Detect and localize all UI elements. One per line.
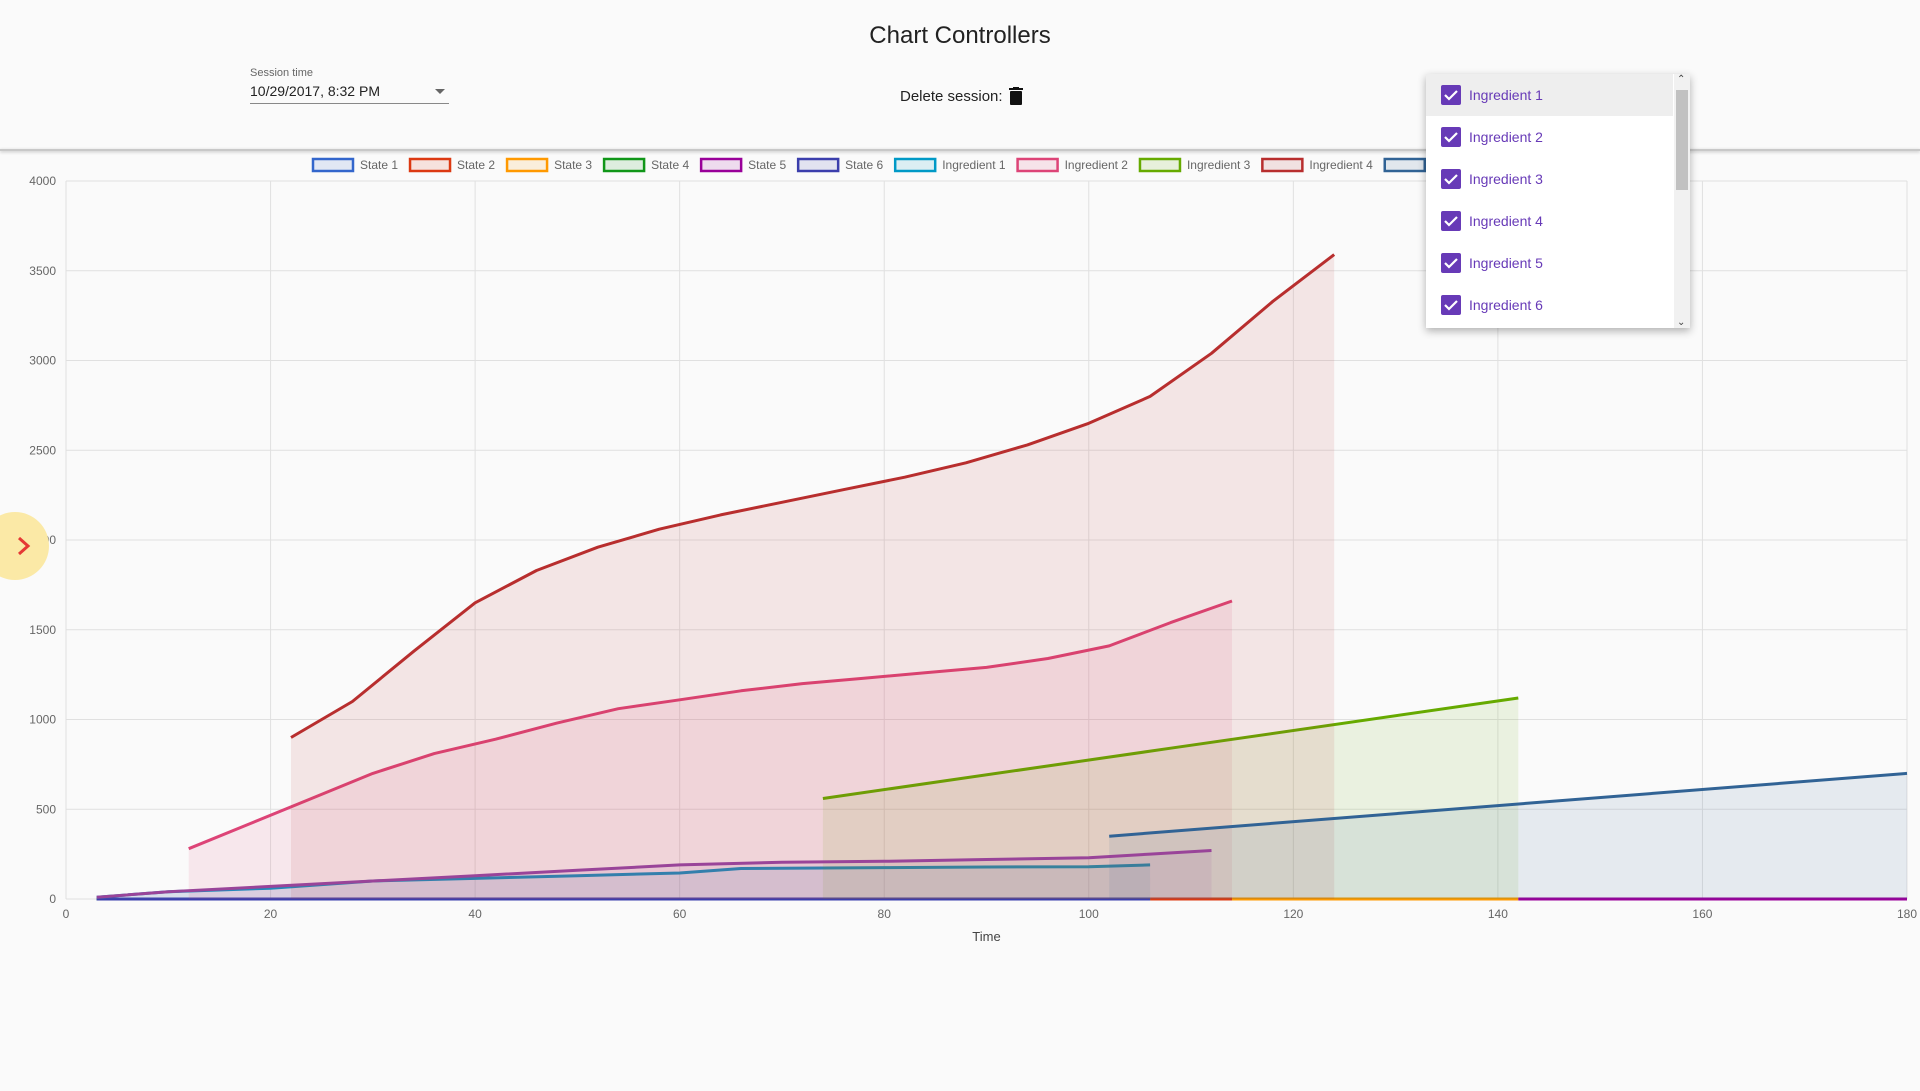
legend-label: State 3: [554, 158, 592, 172]
area: [291, 254, 1335, 900]
series-line: [822, 696, 1519, 800]
checkbox[interactable]: [1441, 211, 1461, 231]
legend-label: Ingredient 3: [1187, 158, 1251, 172]
checkbox[interactable]: [1441, 169, 1461, 189]
y-tick-label: 4000: [29, 174, 56, 188]
legend-swatch: [1261, 157, 1304, 173]
legend-swatch: [1383, 157, 1426, 173]
scrollbar[interactable]: ⌃ ⌄: [1674, 74, 1690, 328]
x-tick-label: 40: [468, 907, 482, 921]
dropdown-item[interactable]: Ingredient 1: [1426, 74, 1673, 116]
dropdown-caret: [435, 89, 445, 94]
legend-label: Ingredient 1: [942, 158, 1006, 172]
x-tick-label: 160: [1692, 907, 1712, 921]
delete-label: Delete session:: [900, 87, 1003, 105]
legend-label: Ingredient 4: [1309, 158, 1373, 172]
y-tick-label: 500: [36, 802, 56, 816]
y-tick-label: 0: [49, 892, 56, 906]
area: [1109, 773, 1907, 899]
x-tick-label: 80: [878, 907, 892, 921]
checkbox[interactable]: [1441, 85, 1461, 105]
legend-label: State 4: [651, 158, 689, 172]
scroll-down[interactable]: ⌄: [1677, 317, 1686, 328]
x-tick-label: 120: [1283, 907, 1303, 921]
delete-session: Delete session:: [900, 87, 1023, 105]
dropdown-item[interactable]: Ingredient 3: [1426, 158, 1673, 200]
x-tick-label: 180: [1897, 907, 1917, 921]
series-line: [1109, 771, 1908, 838]
legend-swatch: [602, 157, 646, 173]
item-label: Ingredient 3: [1469, 171, 1543, 187]
item-label: Ingredient 5: [1469, 255, 1543, 271]
legend-label: Ingredient 2: [1065, 158, 1129, 172]
legend-swatch: [408, 157, 452, 173]
legend-swatch: [796, 157, 840, 173]
x-tick-label: 140: [1488, 907, 1508, 921]
legend-swatch: [1016, 157, 1059, 173]
x-tick-label: 20: [264, 907, 278, 921]
item-label: Ingredient 4: [1469, 213, 1543, 229]
legend-label: State 5: [748, 158, 786, 172]
item-label: Ingredient 6: [1469, 297, 1543, 313]
item-label: Ingredient 2: [1469, 129, 1543, 145]
legend-swatch: [893, 157, 937, 173]
series-line: [188, 599, 1233, 851]
checkbox[interactable]: [1441, 127, 1461, 147]
dropdown-item[interactable]: Ingredient 6: [1426, 284, 1673, 326]
dropdown-item[interactable]: Ingredient 5: [1426, 242, 1673, 284]
session-label: Session time: [250, 67, 313, 79]
area: [822, 698, 1519, 899]
session-select[interactable]: Session time 10/29/2017, 8:32 PM: [250, 67, 449, 104]
y-tick-label: 1000: [29, 713, 56, 727]
legend-label: State 1: [360, 158, 398, 172]
x-tick-label: 60: [673, 907, 687, 921]
chevron-icon: [18, 536, 31, 556]
area: [96, 850, 1212, 899]
series-line: [96, 849, 1212, 899]
x-tick-label: 100: [1079, 907, 1099, 921]
checkbox[interactable]: [1441, 253, 1461, 273]
y-tick-label: 3500: [29, 264, 56, 278]
y-tick-label: 3000: [29, 354, 56, 368]
dropdown-item[interactable]: Ingredient 2: [1426, 116, 1673, 158]
session-text: 10/29/2017, 8:32 PM: [250, 83, 380, 99]
y-tick-label: 2500: [29, 443, 56, 457]
item-label: Ingredient 1: [1469, 87, 1543, 103]
trash-icon[interactable]: [1008, 87, 1023, 105]
y-tick-label: 1500: [29, 623, 56, 637]
series-line: [290, 253, 1336, 739]
scroll-up[interactable]: ⌃: [1677, 74, 1686, 85]
page-title: Chart Controllers: [869, 22, 1051, 49]
legend-swatch: [311, 157, 355, 173]
legend-swatch: [1138, 157, 1182, 173]
session-value[interactable]: 10/29/2017, 8:32 PM: [250, 83, 449, 104]
legend-swatch: [699, 157, 743, 173]
legend-swatch: [505, 157, 549, 173]
x-axis-label: Time: [972, 929, 1000, 944]
area: [96, 864, 1151, 899]
legend-label: State 2: [457, 158, 495, 172]
checkbox[interactable]: [1441, 295, 1461, 315]
dropdown-item[interactable]: Ingredient 4: [1426, 200, 1673, 242]
area: [188, 601, 1233, 899]
x-tick-label: 0: [63, 907, 70, 921]
scroll-thumb[interactable]: [1676, 90, 1688, 190]
header-divider: [0, 149, 1920, 151]
legend-label: State 6: [845, 158, 883, 172]
